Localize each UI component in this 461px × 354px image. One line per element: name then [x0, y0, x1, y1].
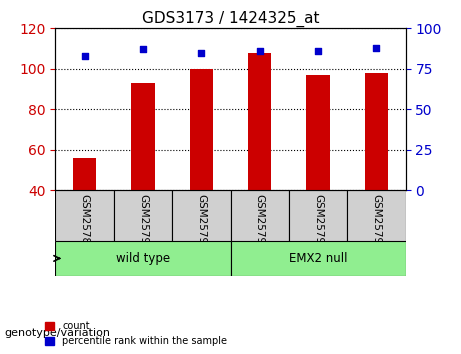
FancyBboxPatch shape	[172, 190, 230, 241]
Text: wild type: wild type	[116, 252, 170, 265]
Text: GSM257935: GSM257935	[313, 194, 323, 258]
FancyBboxPatch shape	[289, 190, 347, 241]
Text: GSM257933: GSM257933	[196, 194, 207, 258]
Title: GDS3173 / 1424325_at: GDS3173 / 1424325_at	[142, 11, 319, 27]
Point	[198, 50, 205, 56]
FancyBboxPatch shape	[230, 190, 289, 241]
Point	[139, 46, 147, 52]
Bar	[189, 69, 213, 190]
Point	[81, 53, 88, 59]
Text: GSM257934: GSM257934	[254, 194, 265, 258]
Text: genotype/variation: genotype/variation	[5, 328, 111, 338]
FancyBboxPatch shape	[55, 241, 230, 276]
Bar	[307, 75, 330, 190]
Point	[373, 45, 380, 51]
Text: EMX2 null: EMX2 null	[289, 252, 347, 265]
Legend: count, percentile rank within the sample: count, percentile rank within the sample	[42, 319, 230, 349]
Bar	[365, 73, 388, 190]
FancyBboxPatch shape	[230, 241, 406, 276]
Text: GSM257932: GSM257932	[138, 194, 148, 258]
FancyBboxPatch shape	[114, 190, 172, 241]
FancyBboxPatch shape	[55, 190, 114, 241]
FancyBboxPatch shape	[347, 190, 406, 241]
Point	[256, 48, 263, 54]
Point	[314, 48, 322, 54]
Text: GSM257936: GSM257936	[372, 194, 382, 258]
Bar	[131, 83, 154, 190]
Bar	[248, 53, 272, 190]
Bar	[73, 158, 96, 190]
Text: GSM257875: GSM257875	[79, 194, 89, 258]
